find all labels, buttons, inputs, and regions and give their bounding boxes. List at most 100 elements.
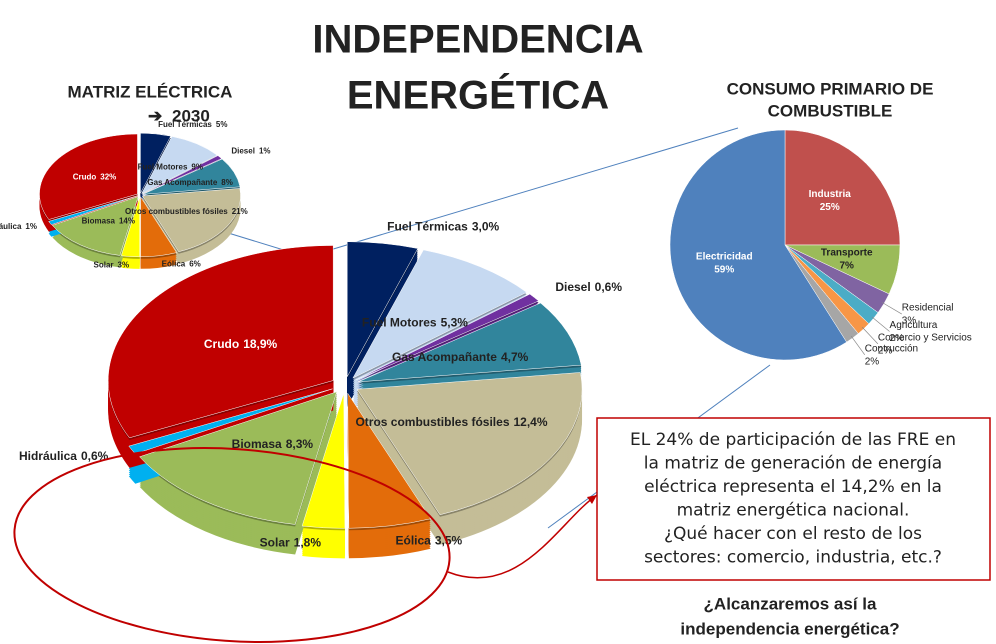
value-label: 14%: [119, 217, 135, 226]
leader-line: [861, 326, 879, 345]
category-label: Gas Acompañante: [147, 178, 217, 187]
note-line: la matriz de generación de energía: [644, 454, 942, 474]
pie-slice: [139, 391, 338, 525]
slice-label: Fuel Térmicas 3,0%: [387, 220, 499, 234]
question: independencia energética?: [680, 619, 899, 638]
main-title: INDEPENDENCIA: [312, 18, 643, 62]
note-line: eléctrica representa el 14,2% en la: [644, 477, 942, 497]
slice-label: Fuel Motores 9%: [138, 163, 203, 172]
slice-label: Contrucción: [865, 343, 918, 354]
pie-chart: Fuel Térmicas 3,0% Fuel Motores 5,3% Diesel 0…: [19, 220, 622, 559]
category-label: Biomasa: [82, 217, 116, 226]
category-label: Hidráulica: [0, 222, 22, 231]
pie-slice: [142, 155, 223, 195]
value-label: 2%: [878, 346, 893, 357]
value-label: 3,0%: [472, 220, 500, 234]
value-label: 59%: [714, 264, 734, 275]
pie-slice: [142, 188, 241, 253]
pie-slice: [142, 158, 241, 195]
value-label: 4,7%: [501, 350, 529, 364]
category-label: Fuel Motores: [138, 163, 188, 172]
category-label: Crudo: [204, 337, 239, 351]
slice-label: Transporte: [821, 247, 873, 258]
pie-slice: [784, 129, 901, 246]
note-text: EL 24% de participación de las FRE en la …: [630, 430, 956, 568]
category-label: Crudo: [73, 172, 97, 181]
slice-label: Fuel Motores 5,3%: [362, 316, 468, 330]
slice-label: Biomasa 14%: [82, 217, 135, 226]
pie-slice: [347, 392, 431, 529]
pie-slice: [121, 196, 140, 258]
slice-label: Eólica 6%: [162, 260, 201, 269]
slice-label: Otros combustibles fósiles 12,4%: [355, 415, 547, 429]
category-label: Gas Acompañante: [392, 350, 497, 364]
leader-line: [871, 316, 890, 332]
slice-label: Diesel 0,6%: [555, 280, 622, 294]
arrow-head: [587, 495, 597, 504]
category-label: Diesel: [231, 147, 255, 156]
category-label: Hidráulica: [19, 449, 77, 463]
value-label: 32%: [100, 172, 116, 181]
value-label: 8%: [221, 178, 233, 187]
note-line: matriz energética nacional.: [677, 501, 910, 521]
value-label: 0,6%: [595, 280, 623, 294]
category-label: Fuel Motores: [362, 316, 437, 330]
chart-subtitle: 2030: [172, 106, 210, 125]
category-label: Otros combustibles fósiles: [355, 415, 509, 429]
slice-label: Crudo 18,9%: [204, 337, 278, 351]
category-label: Otros combustibles fósiles: [125, 207, 228, 216]
pie-slice: [39, 133, 138, 220]
slice-label: Otros combustibles fósiles 21%: [125, 207, 248, 216]
main-title: ENERGÉTICA: [347, 73, 609, 118]
value-label: 18,9%: [243, 337, 277, 351]
slice-label: Gas Acompañante 4,7%: [392, 350, 529, 364]
value-label: 7%: [840, 260, 855, 271]
slice-label: Gas Acompañante 8%: [147, 178, 233, 187]
value-label: 5,3%: [441, 316, 469, 330]
value-label: 21%: [232, 207, 248, 216]
chart-title: MATRIZ ELÉCTRICA: [68, 82, 233, 101]
slice-label: Biomasa 8,3%: [232, 437, 314, 451]
pie-slice: [48, 195, 138, 226]
category-label: Solar: [260, 536, 290, 550]
pie-slice: [356, 372, 583, 516]
value-label: 3%: [118, 261, 130, 270]
pie-slice: [107, 245, 334, 439]
slice-label: Hidráulica1%: [0, 222, 37, 231]
slice-label: Electricidad: [696, 251, 753, 262]
pie-chart: Industria 25% Transporte 7% Residencial 3%Agr…: [669, 129, 972, 367]
slice-label: Solar 3%: [94, 261, 130, 270]
value-label: 2%: [865, 356, 880, 367]
pie-slice: [141, 136, 218, 195]
question: ¿Alcanzaremos así la: [704, 594, 877, 613]
pie-slice: [140, 195, 178, 258]
value-label: 12,4%: [514, 415, 548, 429]
slice-label: Fuel Térmicas 5%: [158, 120, 227, 129]
pie-chart: Fuel Térmicas 5% Fuel Motores 9% Diesel 1% Gas…: [0, 120, 271, 269]
leader-line: [881, 302, 902, 315]
slice-label: Solar 1,8%: [260, 536, 322, 550]
slice-label: Residencial: [902, 303, 954, 314]
pie-slice: [357, 302, 582, 383]
note-line: EL 24% de participación de las FRE en: [630, 430, 956, 450]
note-box: [596, 417, 991, 581]
value-label: 8,3%: [286, 437, 314, 451]
value-label: 6%: [189, 260, 201, 269]
pie-slice: [140, 132, 172, 194]
slice-label: Eólica 3,5%: [395, 534, 462, 548]
value-label: 0,6%: [81, 449, 109, 463]
leader-line: [850, 335, 866, 355]
note-line: sectores: comercio, industria, etc.?: [644, 548, 942, 568]
category-label: Biomasa: [232, 437, 282, 451]
pie-slice: [301, 393, 346, 529]
slice-label: Agricultura: [890, 320, 938, 331]
chart-subtitle: COMBUSTIBLE: [768, 101, 893, 120]
callout-arrow: [447, 494, 598, 579]
slice-label: Comercio y Servicios: [878, 333, 972, 344]
pies: Fuel Térmicas 5%Fuel Motores 9%Diesel 1%Gas…: [0, 120, 972, 559]
category-label: Fuel Térmicas: [387, 220, 468, 234]
slice-label: Hidráulica 0,6%: [19, 449, 109, 463]
category-label: Solar: [94, 261, 114, 270]
highlight-ellipse: [13, 447, 451, 643]
